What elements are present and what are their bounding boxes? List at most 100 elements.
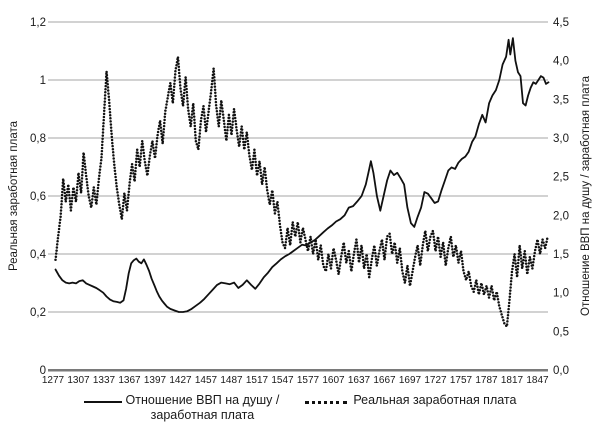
wage-dot [448, 240, 451, 244]
wage-dot [235, 132, 239, 135]
wage-dot [510, 273, 513, 277]
wage-dot [276, 207, 280, 210]
wage-dot [338, 267, 341, 270]
right-axis-title: Отношение ВВП на душу / заработная плата [580, 76, 592, 316]
wage-dot [509, 283, 513, 286]
wage-dot [398, 247, 402, 251]
wage-dot [226, 122, 230, 126]
wage-dot [176, 56, 180, 59]
wage-dot [103, 103, 106, 106]
wage-dot [243, 146, 246, 150]
wage-dot [185, 87, 188, 91]
wage-dot [155, 136, 159, 140]
wage-dot [279, 228, 282, 232]
legend-label-wage: Реальная заработная плата [353, 393, 517, 407]
wage-dot [208, 101, 211, 104]
wage-dot [245, 131, 248, 134]
wage-dot [358, 253, 362, 257]
wage-dot [123, 197, 127, 200]
wage-dot [70, 196, 74, 200]
wage-dot [215, 110, 219, 113]
wage-dot [355, 241, 359, 244]
wage-dot [208, 98, 212, 101]
wage-dot [412, 264, 415, 268]
wage-dot [525, 265, 528, 268]
wage-dot [511, 264, 515, 268]
wage-dot [432, 235, 435, 238]
wage-dot [253, 148, 256, 151]
wage-dot [134, 163, 138, 167]
legend: Отношение ВВП на душу / заработная плата… [0, 393, 600, 423]
wage-dot [121, 211, 124, 214]
wage-dot [341, 249, 344, 252]
wage-dot [231, 117, 235, 120]
wage-dot [114, 172, 117, 176]
wage-dot [335, 263, 339, 266]
wage-dot [485, 285, 488, 288]
wage-dot [110, 129, 113, 132]
wage-dot [154, 149, 158, 152]
wage-dot [333, 254, 337, 257]
wage-dot [216, 116, 219, 119]
wage-dot [106, 89, 110, 92]
wage-dot [238, 137, 242, 140]
wage-dot [118, 203, 121, 206]
wage-dot [524, 256, 527, 259]
wage-dot [80, 177, 84, 180]
wage-dot [180, 93, 183, 96]
wage-dot [195, 143, 199, 146]
wage-dot [368, 269, 372, 273]
wage-dot [86, 183, 89, 187]
wage-dot [162, 134, 165, 137]
wage-dot [167, 91, 170, 94]
wage-dot [128, 181, 131, 184]
wage-dot [209, 89, 213, 92]
wage-dot [206, 116, 210, 120]
wage-dot [478, 289, 482, 292]
wage-dot [101, 131, 105, 134]
wage-dot [241, 134, 244, 138]
wage-dot [156, 130, 160, 134]
wage-dot [156, 133, 159, 137]
wage-dot [197, 138, 201, 141]
wage-dot [289, 235, 293, 239]
wage-dot [100, 149, 104, 153]
wage-dot [105, 70, 108, 74]
wage-dot [514, 259, 517, 262]
wage-dot [253, 151, 256, 154]
wage-dot [110, 132, 113, 136]
wage-dot [138, 161, 142, 165]
wage-dot [225, 138, 228, 141]
wage-dot [209, 95, 212, 98]
x-axis-tick-label: 1637 [348, 375, 371, 386]
wage-dot [194, 140, 198, 143]
wage-dot [486, 290, 489, 293]
wage-dot [532, 257, 536, 261]
wage-dot [384, 250, 387, 253]
wage-dot [104, 84, 107, 88]
wage-dot [516, 271, 519, 274]
wage-dot [149, 148, 153, 151]
wage-dot [131, 169, 135, 172]
wage-dot [217, 121, 221, 125]
wage-dot [357, 260, 361, 263]
wage-dot [205, 122, 209, 126]
wage-dot [328, 258, 331, 261]
wage-dot [148, 157, 151, 160]
wage-dot [217, 124, 221, 128]
wage-dot [262, 173, 265, 176]
wage-dot [531, 264, 535, 267]
wage-dot [531, 267, 534, 270]
wage-dot [260, 182, 264, 185]
wage-dot [388, 235, 392, 238]
wage-dot [155, 139, 159, 143]
wage-dot [309, 238, 313, 241]
wage-dot [249, 161, 252, 164]
wage-dot [419, 256, 423, 259]
right-axis-tick-label: 1,5 [553, 249, 569, 261]
wage-dot [84, 168, 87, 172]
wage-dot [197, 141, 201, 144]
wage-dot [344, 260, 348, 264]
wage-dot [73, 193, 76, 197]
wage-dot [524, 259, 528, 262]
